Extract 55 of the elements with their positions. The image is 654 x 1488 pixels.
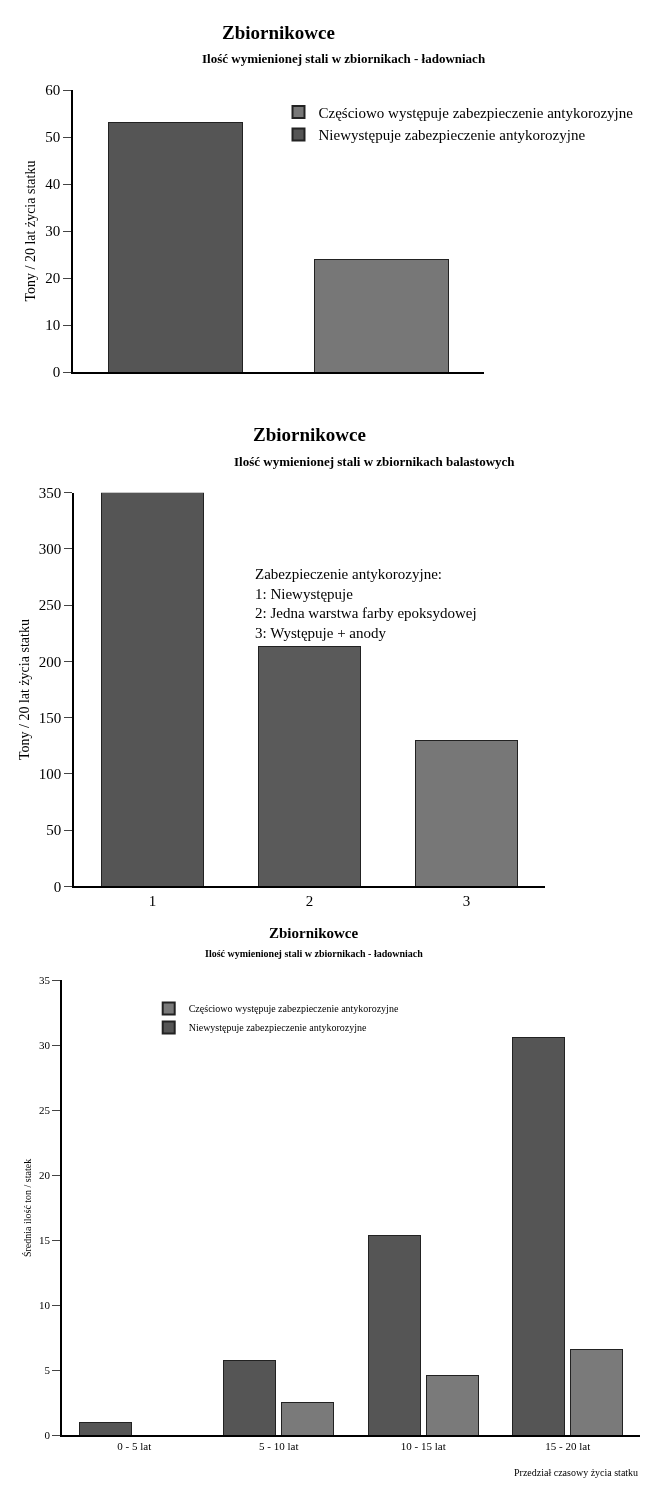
legend-label: Częściowo występuje zabezpieczenie antykorozyjne [188, 1003, 399, 1015]
y-tick-label: 100 [38, 766, 62, 783]
chart-subtitle: Ilość wymienionej stali w zbiornikach balastowych [234, 454, 516, 469]
y-tick-label: 300 [38, 541, 62, 558]
y-tick-label: 5 [44, 1364, 51, 1377]
y-tick-label: 0 [52, 364, 61, 381]
y-tick-label: 30 [45, 223, 61, 240]
y-tick-label: 50 [46, 822, 62, 839]
legend-label: Niewystępuje zabezpieczenie antykorozyjne [318, 127, 586, 144]
y-axis-title: Tony / 20 lat życia statku [16, 619, 32, 761]
x-tick-label: 3 [462, 893, 471, 910]
bar [223, 1359, 277, 1436]
y-tick-label: 150 [38, 709, 62, 726]
bar [78, 1421, 132, 1436]
legend-label: Niewystępuje zabezpieczenie antykorozyjne [188, 1022, 367, 1034]
bar [414, 739, 519, 887]
chart-title: Zbiornikowce [222, 22, 335, 43]
x-tick-label: 15 - 20 lat [545, 1440, 591, 1453]
legend-label: Częściowo występuje zabezpieczenie antykorozyjne [318, 104, 634, 121]
x-tick-label: 0 - 5 lat [117, 1440, 152, 1453]
y-tick-label: 350 [38, 484, 62, 501]
y-tick-label: 250 [38, 597, 62, 614]
y-tick-label: 200 [38, 653, 62, 670]
x-axis-title: Przedział czasowy życia statku [514, 1467, 639, 1478]
x-tick-label: 1 [148, 893, 157, 910]
bar [367, 1234, 421, 1436]
chart-title: Zbiornikowce [269, 925, 359, 941]
y-tick-label: 10 [39, 1299, 51, 1312]
y-tick-label: 0 [44, 1429, 51, 1442]
annotation: Zabezpieczenie antykorozyjne: 1: Niewystępuje 2: Jedna warstwa farby epoksydowej 3: Występuje + anody [255, 566, 477, 641]
chart-title: Zbiornikowce [253, 424, 366, 445]
y-tick-label: 30 [39, 1039, 51, 1052]
bar [281, 1402, 335, 1436]
x-tick-label: 10 - 15 lat [400, 1440, 446, 1453]
bar [570, 1349, 624, 1436]
chart-subtitle: Ilość wymienionej stali w zbiornikach - ładowniach [205, 948, 424, 959]
y-tick-label: 10 [45, 317, 61, 334]
y-tick-label: 20 [45, 270, 61, 287]
y-tick-label: 35 [39, 974, 51, 987]
y-tick-label: 15 [39, 1234, 51, 1247]
x-tick-label: 5 - 10 lat [259, 1440, 299, 1453]
y-tick-label: 60 [45, 82, 61, 99]
y-tick-label: 50 [45, 129, 61, 146]
y-tick-label: 20 [39, 1169, 51, 1182]
bar [100, 492, 205, 887]
bar [425, 1375, 479, 1436]
bar [257, 646, 362, 887]
bar [512, 1037, 566, 1436]
chart-subtitle: Ilość wymienionej stali w zbiornikach - ładowniach [202, 51, 486, 66]
y-tick-label: 40 [45, 176, 61, 193]
y-tick-label: 25 [39, 1104, 51, 1117]
y-axis-title: Średnia ilość ton / statek [21, 1158, 33, 1258]
x-tick-label: 2 [305, 893, 314, 910]
y-axis-title: Tony / 20 lat życia statku [23, 160, 39, 302]
y-tick-label: 0 [53, 878, 62, 895]
